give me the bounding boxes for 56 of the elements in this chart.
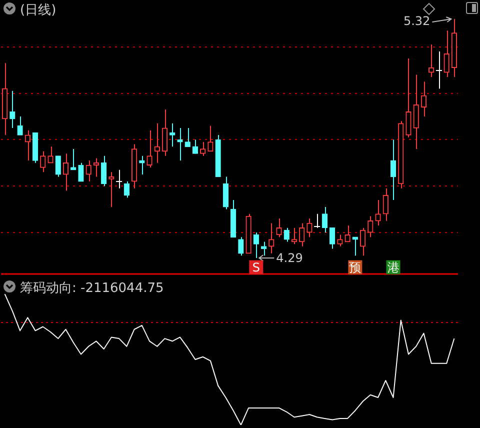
candlestick	[260, 241, 267, 256]
candlestick	[314, 213, 321, 228]
candlestick	[352, 236, 358, 256]
candlestick	[344, 225, 350, 242]
annotation: 5.32	[403, 14, 430, 28]
candlestick	[329, 227, 336, 250]
candlestick	[48, 146, 54, 164]
candlestick	[413, 74, 419, 150]
candlestick	[208, 125, 214, 152]
data-label: 港	[387, 260, 400, 274]
candlestick	[24, 130, 30, 162]
candlestick	[139, 155, 145, 175]
candlestick	[170, 122, 176, 148]
candlestick	[124, 180, 130, 198]
candlestick	[222, 176, 229, 210]
data-label: 预	[349, 260, 362, 274]
candlestick	[360, 227, 366, 256]
chart-title: (日线)	[20, 2, 56, 19]
candlestick	[299, 222, 305, 247]
candlestick	[17, 116, 23, 136]
candlestick	[86, 160, 92, 182]
candlestick	[116, 169, 123, 189]
candlestick	[200, 141, 206, 156]
candlestick	[382, 188, 388, 222]
candlestick	[375, 199, 381, 226]
candlestick	[406, 58, 412, 138]
candlestick	[108, 172, 114, 208]
candlestick	[177, 128, 183, 162]
candlestick	[100, 155, 107, 187]
candlestick	[306, 218, 312, 238]
annotation: 4.29	[276, 251, 303, 266]
candlestick	[78, 162, 84, 182]
candlestick	[268, 222, 274, 254]
candlestick	[390, 139, 396, 200]
candlestick	[55, 155, 61, 178]
candlestick	[276, 218, 282, 238]
candlestick	[337, 234, 343, 247]
candlestick	[420, 81, 427, 117]
candlestick	[444, 30, 450, 78]
candlestick	[284, 227, 290, 242]
candlestick	[93, 158, 100, 178]
candlestick	[162, 108, 168, 156]
candlestick	[322, 206, 328, 233]
candlestick	[435, 50, 442, 90]
candlestick	[10, 90, 16, 129]
candlestick	[368, 216, 374, 238]
candlestick	[146, 130, 152, 168]
candlestick	[291, 227, 298, 245]
data-label: S	[252, 260, 260, 274]
chart-title: 筹码动向: -2116044.75	[20, 280, 164, 297]
candlestick	[40, 150, 46, 173]
candlestick	[70, 148, 76, 170]
candlestick	[62, 153, 69, 192]
candlestick	[238, 236, 244, 256]
candlestick	[184, 128, 190, 148]
candlestick	[253, 232, 259, 258]
